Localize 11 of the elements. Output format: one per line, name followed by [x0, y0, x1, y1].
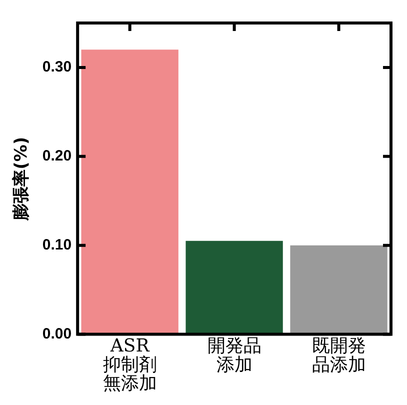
- y-tick-label: 0.00: [42, 325, 72, 342]
- y-tick-label: 0.10: [42, 236, 72, 254]
- x-tick-label: 既開発品添加: [312, 335, 366, 376]
- bar: [290, 245, 388, 334]
- y-tick-label: 0.30: [42, 58, 72, 76]
- bar: [186, 240, 283, 334]
- x-tick-label: ASR抑制剤無添加: [102, 335, 157, 394]
- bar: [81, 50, 178, 334]
- y-axis-title: 膨張率(%): [12, 136, 32, 222]
- x-tick-label: 開発品添加: [207, 335, 262, 376]
- y-tick-label: 0.20: [42, 148, 72, 165]
